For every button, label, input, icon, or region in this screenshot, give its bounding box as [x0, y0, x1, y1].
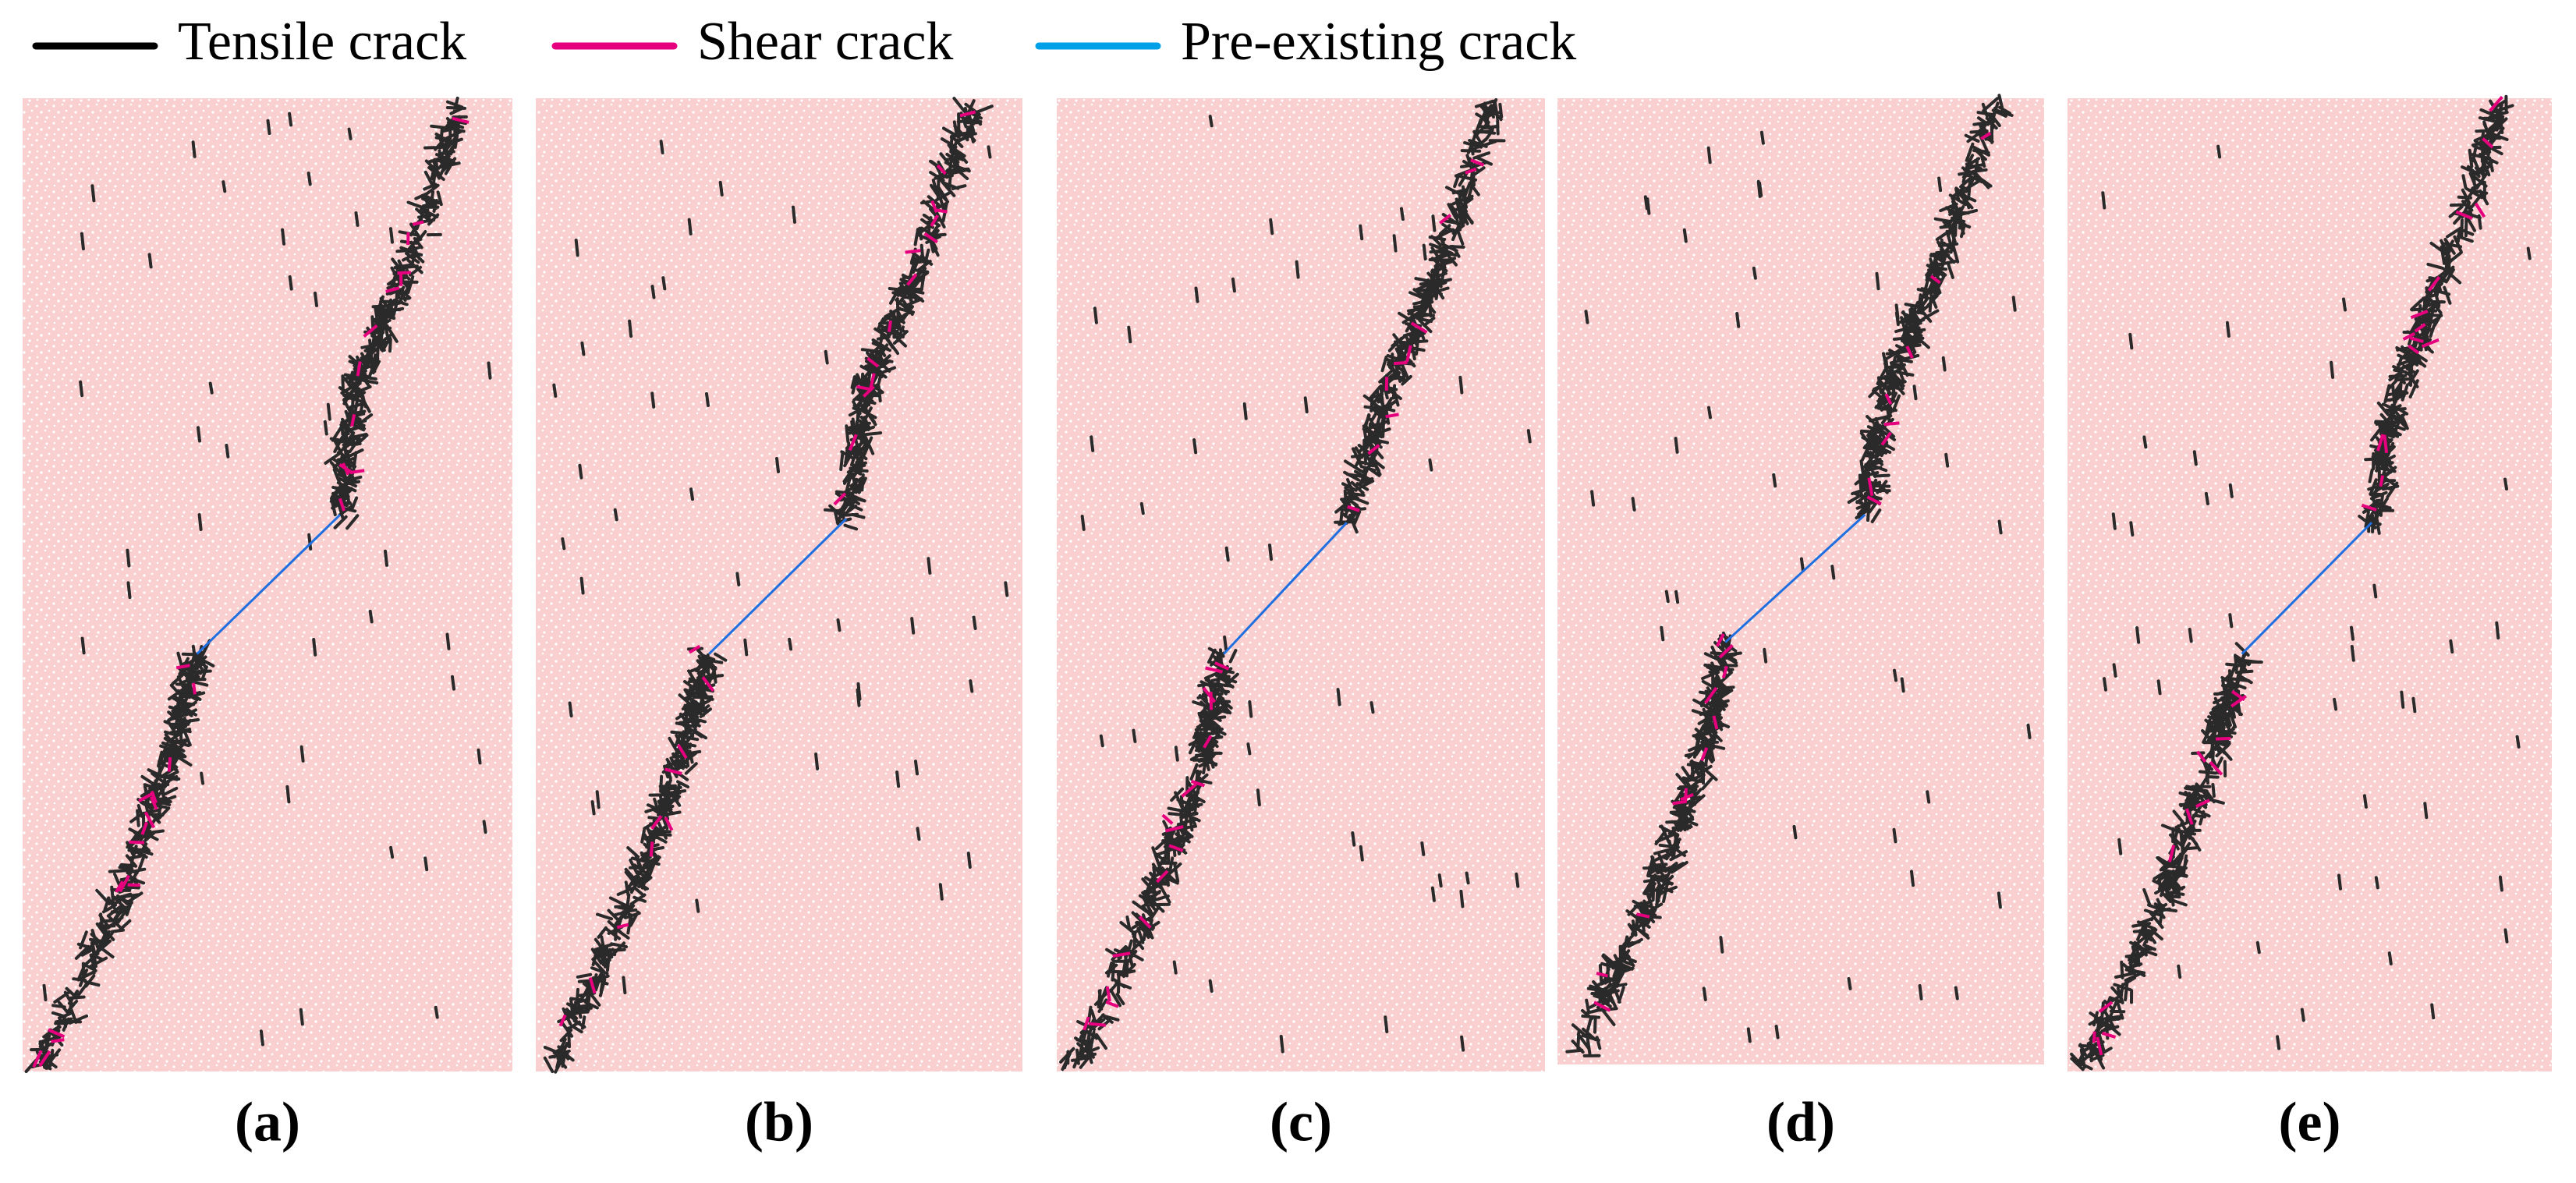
panel-label: (e): [2279, 1091, 2341, 1153]
shear-cracks: [558, 110, 976, 1027]
panel: (d): [1557, 94, 2044, 1153]
shear-cracks: [32, 116, 469, 1068]
tensile-cracks: [543, 97, 1009, 1074]
pre-existing-crack: [2241, 522, 2373, 655]
legend-label: Pre-existing crack: [1181, 12, 1576, 72]
shear-cracks: [1082, 158, 1485, 1031]
pre-existing-crack: [1724, 513, 1866, 643]
panel-label: (d): [1766, 1091, 1835, 1153]
panel-label: (a): [235, 1091, 300, 1153]
panel-label: (b): [745, 1091, 813, 1153]
panel: (b): [536, 97, 1022, 1153]
tensile-cracks: [1565, 94, 2032, 1057]
pre-existing-crack: [196, 514, 341, 655]
legend-label: Tensile crack: [178, 12, 466, 72]
panel-label: (c): [1270, 1091, 1332, 1153]
tensile-cracks: [24, 96, 492, 1073]
specimen: [1057, 98, 1545, 1071]
tensile-cracks: [1059, 97, 1532, 1071]
shear-cracks: [2092, 95, 2503, 1056]
panel: (e): [2068, 94, 2552, 1153]
shear-cracks: [1593, 131, 1992, 1012]
pre-existing-crack: [708, 518, 848, 655]
specimen: [1557, 98, 2044, 1064]
tensile-cracks: [2070, 94, 2532, 1071]
legend-label: Shear crack: [697, 12, 953, 72]
pre-existing-crack: [1222, 522, 1348, 655]
panel: (a): [23, 96, 512, 1153]
panel: (c): [1057, 97, 1545, 1153]
